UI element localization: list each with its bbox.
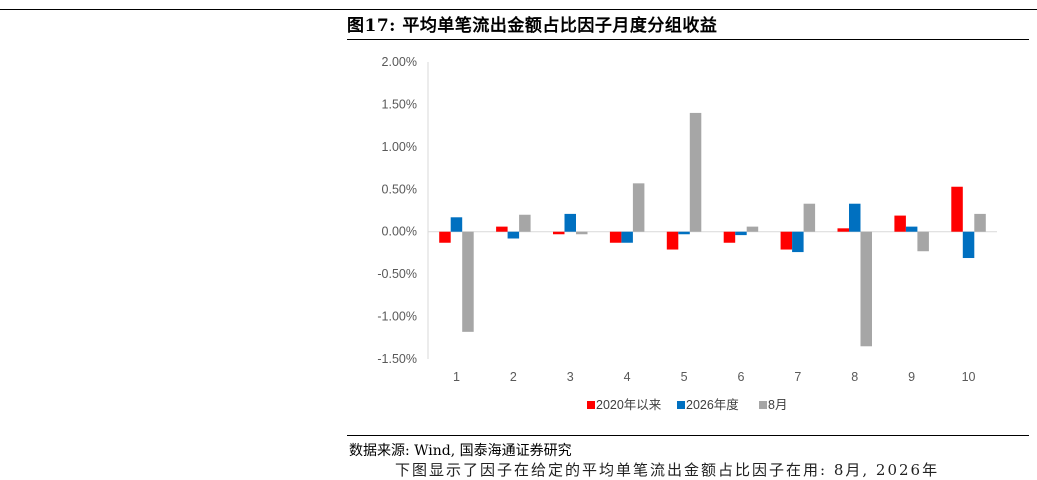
y-tick-label: 2.00%: [382, 55, 417, 69]
x-tick-label: 4: [624, 370, 631, 384]
bar-3-group-2: [519, 214, 531, 232]
bar-1-group-3: [553, 231, 565, 235]
x-tick-label: 10: [962, 370, 976, 384]
bar-3-group-7: [803, 203, 816, 232]
bar-chart: 2.00% 1.50% 1.00% 0.50% 0.00% -0.50% -1.00% -1.…: [377, 55, 997, 412]
bar-3-group-8: [860, 231, 872, 347]
bar-3-group-10: [974, 213, 986, 232]
legend-swatch: [759, 401, 767, 409]
legend-label: 2020年以来: [596, 398, 662, 412]
bar-1-group-1: [439, 231, 451, 243]
legend-swatch: [677, 401, 685, 409]
bar-3-group-1: [462, 231, 474, 332]
x-tick-label: 8: [851, 370, 858, 384]
bar-3-group-5: [689, 112, 702, 232]
y-tick-label: 0.50%: [382, 182, 417, 196]
bar-2-group-4: [621, 231, 633, 243]
bar-1-group-4: [609, 231, 622, 243]
y-tick-label: -0.50%: [377, 267, 417, 281]
bars: [439, 112, 986, 347]
body-text-fragment: 下图显示了因子在给定的平均单笔流出金额占比因子在用: 8月, 2026年: [395, 461, 940, 479]
bar-1-group-10: [951, 186, 963, 232]
y-tick-label: -1.00%: [377, 310, 417, 324]
bar-2-group-8: [849, 203, 861, 232]
bar-3-group-3: [576, 231, 588, 235]
y-axis-labels: 2.00% 1.50% 1.00% 0.50% 0.00% -0.50% -1.00% -1.…: [377, 55, 417, 366]
y-tick-label: 1.00%: [382, 140, 417, 154]
x-tick-label: 9: [908, 370, 915, 384]
bar-2-group-3: [564, 213, 576, 232]
bar-2-group-6: [735, 231, 747, 236]
legend: 2020年以来 2026年度 8月: [587, 397, 787, 412]
legend-label: 2026年度: [686, 397, 739, 412]
bar-2-group-9: [905, 226, 918, 232]
y-tick-label: -1.50%: [377, 352, 417, 366]
legend-swatch: [587, 401, 595, 409]
x-tick-label: 1: [453, 370, 460, 384]
y-tick-label: 1.50%: [382, 97, 417, 111]
legend-label: 8月: [768, 398, 787, 412]
x-tick-label: 3: [567, 370, 574, 384]
bar-1-group-8: [837, 228, 849, 232]
x-axis-labels: 1 2 3 4 5 6 7 8 9 10: [453, 370, 976, 384]
bar-2-group-2: [507, 231, 520, 239]
y-tick-label: 0.00%: [382, 225, 417, 239]
x-tick-label: 2: [510, 370, 517, 384]
x-tick-label: 6: [737, 370, 744, 384]
bar-1-group-9: [894, 215, 906, 232]
source-note: 数据来源: Wind, 国泰海通证券研究: [349, 443, 572, 459]
title-rule: [347, 39, 1029, 40]
bar-2-group-5: [678, 231, 690, 235]
bar-1-group-5: [666, 231, 679, 250]
bar-2-group-10: [962, 231, 975, 259]
bar-1-group-7: [780, 231, 793, 250]
bar-1-group-2: [496, 226, 508, 232]
bar-3-group-4: [632, 183, 645, 232]
bar-1-group-6: [723, 231, 736, 243]
x-tick-label: 5: [681, 370, 688, 384]
bar-2-group-1: [450, 217, 463, 232]
top-rule: [0, 9, 1037, 10]
x-tick-label: 7: [794, 370, 801, 384]
bar-2-group-7: [792, 231, 804, 253]
bar-3-group-6: [746, 226, 759, 232]
source-rule: [347, 435, 1029, 436]
figure-title: 图17: 平均单笔流出金额占比因子月度分组收益: [347, 16, 718, 36]
bar-3-group-9: [917, 231, 929, 252]
